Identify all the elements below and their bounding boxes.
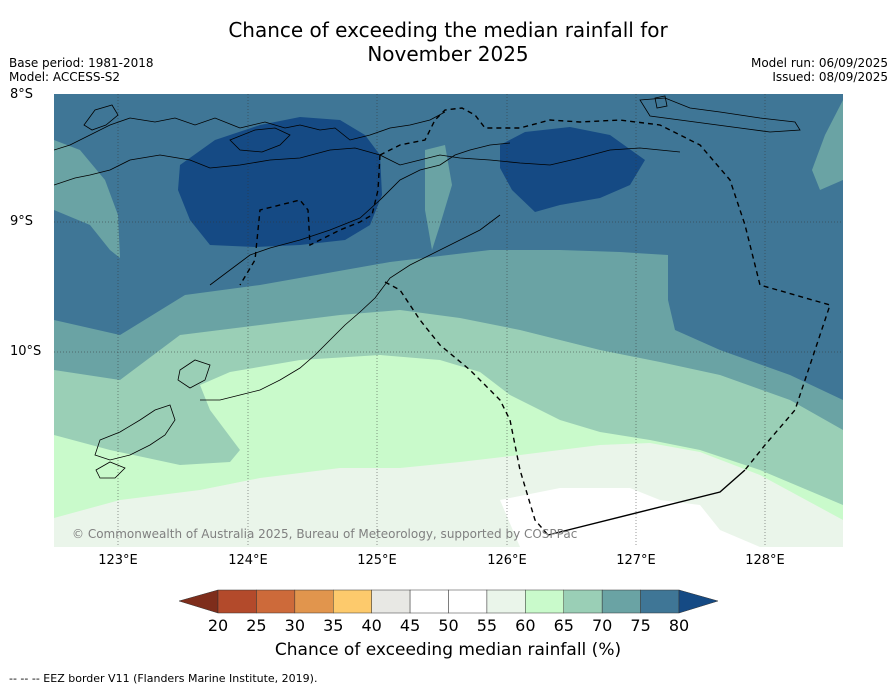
colorbar-cell [294,589,334,614]
colorbar-max-triangle [678,589,719,614]
zone-80-plus-west [178,117,382,247]
colorbar-cell [217,589,257,614]
zone-80-plus-east [500,127,645,212]
coastline-alor [83,104,119,131]
colorbar-min-triangle [178,589,219,614]
colorbar-tick-label: 45 [399,616,421,635]
colorbar-tick-label: 70 [591,616,613,635]
coastlines [54,95,801,479]
title-line-2: November 2025 [367,42,529,66]
colorbar-cell [448,589,488,614]
coastline-wetar [639,97,801,133]
colorbar-tick-label: 60 [515,616,536,635]
colorbar-cell [333,589,372,614]
lat-label-8s: 8°S [10,87,34,102]
colorbar-tick-label: 40 [361,616,382,635]
lon-label-127e: 127°E [616,553,656,568]
zone-70-75-mid [425,145,452,250]
colorbar-tick-label: 35 [323,616,344,635]
colorbar-cell [563,589,603,614]
rainfall-zones [54,94,843,547]
colorbar [178,589,719,614]
eez-footnote: -- -- -- EEZ border V11 (Flanders Marine… [9,672,318,685]
colorbar-tick-label: 75 [630,616,651,635]
colorbar-cell [525,589,564,614]
title-line-1: Chance of exceeding the median rainfall … [228,18,668,42]
zone-70-75-east [812,100,843,190]
zone-50-55 [500,488,760,547]
lon-label-128e: 128°E [745,553,785,568]
coastline-north-islands [229,127,291,153]
model-name: Model: ACCESS-S2 [9,70,121,84]
lat-label-9s: 9°S [10,214,34,229]
coastline-savu [95,461,126,479]
coastline-sumba [94,404,176,461]
coastline-atauro [654,95,668,109]
colorbar-cell [640,589,680,614]
issued-date: Issued: 08/09/2025 [772,70,888,84]
colorbar-tick-label: 20 [207,616,229,635]
colorbar-tick-label: 25 [246,616,267,635]
coastline-timor-north [54,147,681,186]
colorbar-tick-label: 80 [668,616,690,635]
model-run-date: Model run: 06/09/2025 [750,56,888,70]
coastline-timor-southwest [200,214,501,401]
lat-label-10s: 10°S [10,344,42,359]
coastline-timor-south [209,142,511,286]
colorbar-cell [601,589,641,614]
colorbar-cell [371,589,411,614]
colorbar-tick-label: 50 [438,616,459,635]
lon-label-126e: 126°E [487,553,527,568]
copyright-notice: © Commonwealth of Australia 2025, Bureau… [72,527,578,541]
colorbar-tick-label: 30 [284,616,306,635]
lon-label-124e: 124°E [228,553,268,568]
zone-70-75-west [54,140,120,258]
lon-label-125e: 125°E [357,553,397,568]
colorbar-cell [409,589,449,614]
colorbar-cell [256,589,296,614]
colorbar-cell [486,589,526,614]
lon-label-123e: 123°E [98,553,138,568]
coastline-rote [177,359,211,389]
coastline-flores [54,111,446,151]
run-info: Model run: 06/09/2025 Issued: 08/09/2025 [751,56,888,84]
gridlines [54,94,843,547]
eez-border [239,107,831,536]
map-title: Chance of exceeding the median rainfall … [0,18,896,66]
colorbar-tick-label: 55 [476,616,498,635]
colorbar-tick-label: 65 [553,616,574,635]
model-info: Base period: 1981-2018 Model: ACCESS-S2 [9,56,154,84]
base-period: Base period: 1981-2018 [9,56,154,70]
colorbar-title: Chance of exceeding median rainfall (%) [274,640,622,660]
